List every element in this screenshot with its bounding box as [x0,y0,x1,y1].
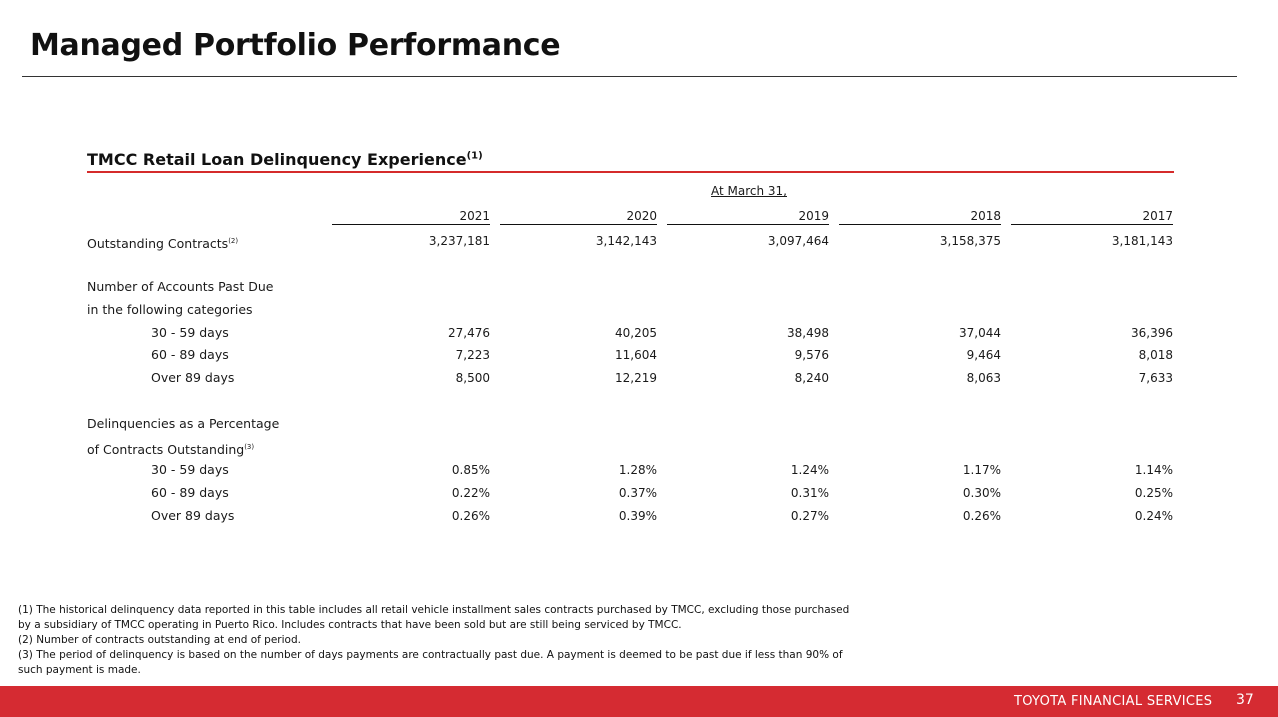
table-cell: 8,063 [966,371,1001,385]
page-number: 37 [1236,692,1254,708]
table-cell: 0.31% [790,486,829,500]
row-label: 30 - 59 days [151,325,229,340]
table-cell: 0.25% [1134,486,1173,500]
table-cell: 1.17% [962,463,1001,477]
column-group-label: At March 31, [711,184,787,198]
table-cell: 36,396 [1131,326,1173,340]
section-divider [87,171,1174,173]
row-label: 60 - 89 days [151,347,229,362]
row-label-text: Outstanding Contracts [87,236,229,252]
table-cell: 11,604 [615,348,657,362]
table-cell: 7,633 [1138,371,1173,385]
group-heading: Delinquencies as a Percentage [87,416,280,431]
footnote-line: (2) Number of contracts outstanding at e… [18,634,301,646]
table-cell: 1.28% [618,463,657,477]
footnote-line: such payment is made. [18,664,141,676]
row-label: Over 89 days [151,508,235,523]
row-label-note: (2) [228,237,239,245]
row-label: 30 - 59 days [151,462,229,477]
table-cell: 9,464 [966,348,1001,362]
group-heading-text: of Contracts Outstanding [87,442,245,458]
table-cell: 0.27% [790,509,829,523]
table-cell: 37,044 [959,326,1001,340]
table-cell: 3,237,181 [428,234,490,248]
table-cell: 0.39% [618,509,657,523]
footnotes: (1) The historical delinquency data repo… [18,603,958,678]
year-header: 2021 [332,209,490,225]
year-header: 2018 [839,209,1001,225]
group-heading: in the following categories [87,302,253,317]
table-cell: 1.24% [790,463,829,477]
table-cell: 0.85% [451,463,490,477]
table-cell: 0.37% [618,486,657,500]
table-cell: 0.26% [962,509,1001,523]
table-cell: 0.26% [451,509,490,523]
page-title: Managed Portfolio Performance [30,28,561,63]
section-title: TMCC Retail Loan Delinquency Experience(… [87,150,483,169]
table-cell: 3,097,464 [767,234,829,248]
footnote-line: (3) The period of delinquency is based o… [18,649,843,661]
year-header: 2017 [1011,209,1173,225]
section-title-text: TMCC Retail Loan Delinquency Experience [87,150,467,169]
table-cell: 27,476 [448,326,490,340]
row-label: Outstanding Contracts(2) [87,233,238,252]
table-cell: 1.14% [1134,463,1173,477]
group-heading: of Contracts Outstanding(3) [87,439,254,458]
table-cell: 8,500 [455,371,490,385]
group-heading-note: (3) [244,443,255,451]
table-cell: 0.24% [1134,509,1173,523]
table-cell: 3,181,143 [1111,234,1173,248]
table-cell: 0.30% [962,486,1001,500]
table-cell: 3,142,143 [595,234,657,248]
footnote-line: (1) The historical delinquency data repo… [18,604,850,616]
table-cell: 38,498 [787,326,829,340]
title-divider [22,76,1237,77]
table-cell: 12,219 [615,371,657,385]
group-heading: Number of Accounts Past Due [87,279,274,294]
table-cell: 8,240 [794,371,829,385]
footnote-line: by a subsidiary of TMCC operating in Pue… [18,619,682,631]
table-cell: 9,576 [794,348,829,362]
footer-brand: TOYOTA FINANCIAL SERVICES [1014,694,1213,709]
table-cell: 40,205 [615,326,657,340]
year-header: 2020 [500,209,657,225]
row-label: Over 89 days [151,370,235,385]
table-cell: 3,158,375 [939,234,1001,248]
row-label: 60 - 89 days [151,485,229,500]
table-cell: 7,223 [455,348,490,362]
table-cell: 8,018 [1138,348,1173,362]
footer-band [0,686,1278,717]
year-header: 2019 [667,209,829,225]
table-cell: 0.22% [451,486,490,500]
section-title-note: (1) [466,150,483,162]
